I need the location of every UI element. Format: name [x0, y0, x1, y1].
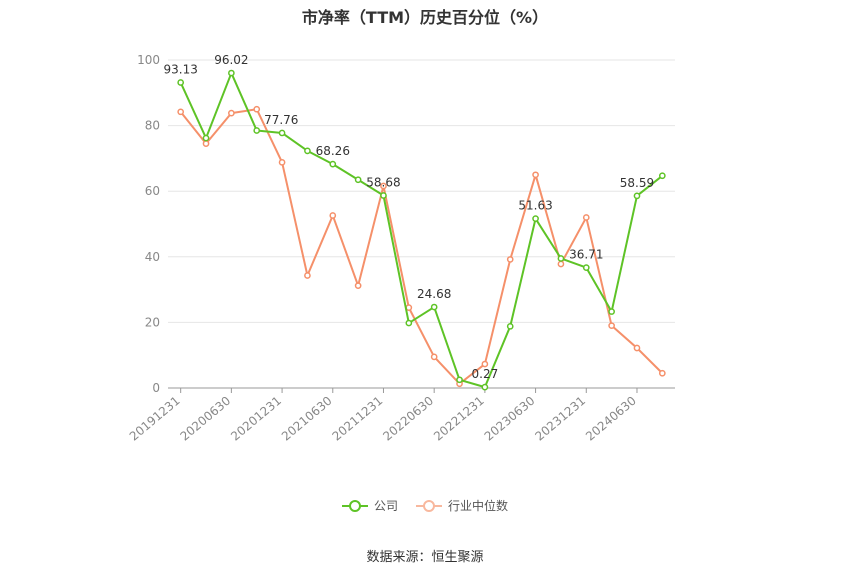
y-tick-label: 60: [145, 184, 160, 198]
data-point: [278, 158, 286, 166]
data-point: [228, 109, 235, 117]
y-tick-label: 100: [137, 53, 160, 67]
data-point: [532, 215, 539, 223]
data-point: [430, 353, 438, 361]
data-point: [177, 108, 185, 116]
data-point: [633, 192, 641, 200]
legend-swatch-company: [341, 499, 368, 513]
data-point: [633, 344, 641, 352]
y-tick-label: 80: [145, 119, 160, 133]
data-point: [278, 129, 286, 137]
data-point: [608, 308, 615, 315]
data-point: [253, 105, 261, 113]
data-label: 96.02: [214, 53, 248, 67]
data-point: [354, 282, 362, 290]
x-tick-label: 20230630: [482, 394, 538, 444]
data-point: [658, 369, 666, 377]
x-tick-label: 20200630: [178, 394, 234, 444]
x-tick-label: 20220630: [380, 394, 436, 444]
data-point: [304, 147, 311, 155]
data-point: [582, 264, 590, 271]
x-tick-label: 20221231: [431, 394, 487, 444]
data-point: [253, 127, 261, 134]
data-point: [177, 79, 185, 86]
legend-label-industry-median: 行业中位数: [448, 499, 509, 513]
data-label: 36.71: [569, 248, 603, 262]
series-line: [179, 72, 663, 389]
legend-item-company[interactable]: 公司: [341, 497, 398, 514]
data-point: [202, 134, 210, 142]
data-point: [608, 322, 615, 330]
x-tick-label: 20231231: [532, 394, 588, 444]
source-note: 数据来源：恒生聚源: [366, 550, 484, 565]
data-point: [430, 303, 438, 311]
chart-title: 市净率（TTM）历史百分位（%）: [301, 8, 549, 27]
data-point: [329, 212, 337, 219]
data-label: 51.63: [518, 199, 552, 213]
x-tick-label: 20201231: [228, 394, 284, 444]
data-point: [380, 192, 387, 199]
grid-lines: [168, 59, 675, 323]
data-label: 58.59: [620, 176, 654, 190]
y-tick-label: 40: [145, 250, 160, 264]
data-point: [481, 360, 489, 368]
legend-item-industry-median[interactable]: 行业中位数: [416, 497, 508, 514]
data-point: [658, 172, 666, 180]
data-point: [532, 171, 539, 179]
legend: 公司 行业中位数: [0, 497, 850, 514]
x-tick-label: 20211231: [330, 394, 386, 444]
data-point: [557, 255, 565, 262]
series-lines: [177, 69, 666, 391]
data-point: [354, 176, 362, 184]
y-tick-label: 0: [152, 381, 160, 395]
data-point: [329, 160, 337, 168]
x-tick-label: 20210630: [279, 394, 335, 444]
data-label: 93.13: [163, 63, 197, 77]
data-label: 24.68: [417, 287, 451, 301]
data-point: [481, 383, 489, 391]
data-point: [380, 182, 387, 190]
data-point: [456, 376, 463, 384]
data-labels: 93.13 96.02 77.76 68.26 58.68 24.68 0.27 51.63 3…: [163, 53, 654, 381]
data-point: [405, 319, 413, 327]
data-label: 58.68: [366, 176, 400, 190]
data-point: [557, 260, 565, 268]
series-line: [179, 108, 664, 385]
y-tick-label: 20: [145, 315, 160, 329]
data-point: [202, 140, 210, 147]
data-label: 0.27: [472, 367, 499, 381]
data-point: [582, 214, 590, 221]
x-tick-label: 20191231: [127, 394, 183, 444]
data-point: [506, 256, 514, 263]
data-label: 68.26: [316, 144, 350, 158]
data-point: [228, 69, 235, 77]
data-point: [304, 272, 311, 279]
data-label: 77.76: [264, 113, 298, 127]
data-point: [506, 322, 514, 330]
legend-swatch-industry-median: [416, 499, 442, 513]
legend-label-company: 公司: [373, 499, 398, 513]
x-tick-label: 20240630: [583, 394, 639, 444]
